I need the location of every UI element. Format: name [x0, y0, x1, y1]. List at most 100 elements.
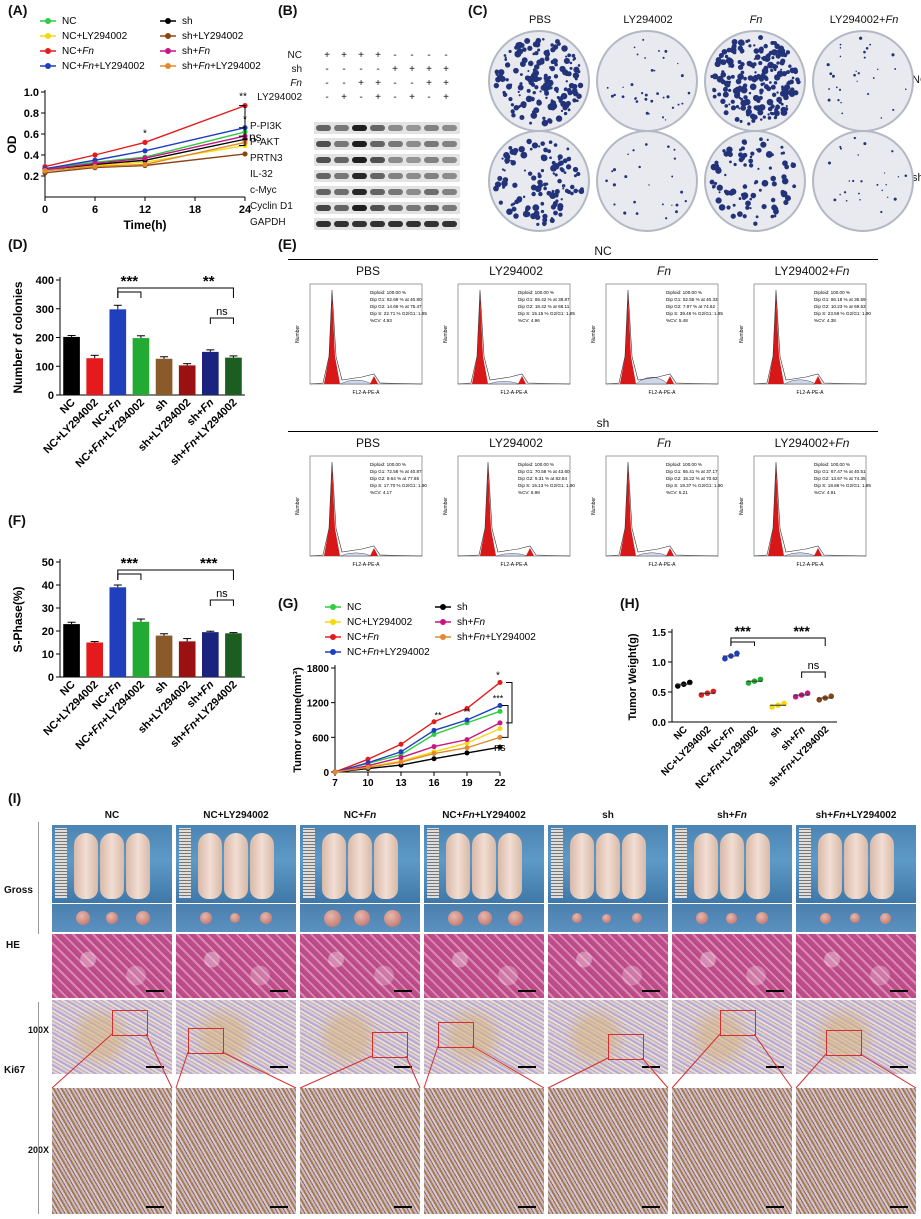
colony [755, 105, 762, 112]
colony [550, 43, 554, 47]
flow-histogram: FL2-A-PE-A Number Diploid: 100.00 % Dip G1:… [443, 283, 575, 396]
colony [743, 163, 747, 167]
colony [627, 153, 629, 156]
colony [780, 109, 788, 116]
axis-label-x: FL2-A-PE-A [353, 390, 381, 396]
colony [553, 74, 559, 79]
colony [555, 90, 559, 93]
colony [534, 51, 539, 56]
blot-sign: + [375, 50, 381, 61]
colony [578, 188, 585, 195]
gross-photo [796, 825, 916, 903]
colony [508, 49, 512, 54]
annotation: *** [735, 623, 752, 639]
colony [645, 143, 648, 146]
colony [527, 60, 534, 67]
fit-curve [309, 289, 423, 385]
colony [739, 119, 743, 123]
blot-sign: + [426, 64, 432, 75]
series-line [44, 135, 246, 171]
colony [633, 200, 636, 204]
colony [512, 160, 516, 164]
flow-stat-line: Dip S: 39.46 % G2/G1: 1.85 [666, 311, 723, 316]
colony [781, 174, 787, 180]
colony [749, 206, 752, 210]
colony [770, 84, 776, 90]
data-point [431, 751, 437, 757]
colony [722, 91, 729, 98]
flow-stat-line: Dip G1: 66.18 % at 36.59 [814, 297, 866, 302]
tumor [76, 911, 90, 925]
annotation: *** [793, 623, 810, 639]
colony [716, 184, 723, 191]
flow-stat-line: Dip S: 15.15 % G2/G1: 1.85 [518, 311, 575, 316]
panel-label-c: (C) [468, 2, 488, 18]
colony [532, 69, 540, 77]
colony [730, 99, 735, 104]
g1-peak [768, 292, 784, 384]
colony [785, 50, 791, 55]
g2-peak [370, 548, 378, 556]
data-point [431, 727, 437, 733]
colony [606, 86, 609, 89]
ki67-200x-section [300, 1088, 420, 1214]
colony [511, 110, 514, 114]
blot-sign: + [392, 64, 398, 75]
data-point [464, 737, 470, 743]
colony [770, 52, 773, 55]
data-point [497, 679, 503, 685]
colony [666, 95, 670, 99]
colony [727, 151, 733, 158]
colony [737, 73, 744, 80]
colony [771, 92, 777, 97]
blot-band [424, 189, 439, 195]
gross-photo [672, 825, 792, 903]
colony [512, 182, 518, 188]
colony [761, 179, 769, 187]
colony [778, 100, 782, 104]
blot-band [424, 173, 439, 179]
colony [785, 104, 788, 108]
colony [554, 192, 559, 197]
blot-band [424, 125, 439, 131]
western-blot: NC + + + + - - - - sh - - - - + + + + Fn - - + + - - + + LY294002 - +… [250, 50, 465, 230]
colony-dots [826, 36, 907, 119]
colony-plate [488, 130, 590, 232]
colony [759, 91, 763, 95]
colony [725, 82, 731, 88]
blot-condition-label: Fn [290, 78, 302, 89]
flow-histogram: FL2-A-PE-A Number Diploid: 100.00 % Dip G1:… [591, 455, 723, 568]
y-tick-label: 400 [36, 275, 54, 287]
colony [569, 66, 573, 70]
colony [773, 214, 777, 218]
colony [754, 54, 761, 60]
x-tick-label: 6 [92, 204, 98, 216]
bar [225, 633, 242, 677]
colony-dots [827, 136, 908, 214]
colony [853, 73, 856, 77]
colony [532, 204, 540, 211]
axis-label-x: FL2-A-PE-A [501, 562, 529, 568]
colony [517, 84, 524, 91]
flow-stat-line: Dip G1: 65.42 % at 38.87 [518, 297, 570, 302]
panel-label-i: (I) [8, 790, 22, 806]
colony [761, 204, 767, 210]
colony [771, 56, 775, 60]
colony [865, 46, 869, 50]
colony [501, 168, 505, 171]
colony [728, 88, 732, 93]
y-tick-label: 10 [42, 649, 54, 661]
colony-plate [812, 30, 914, 132]
colony [826, 63, 830, 67]
colony [648, 184, 650, 186]
colony-plate [704, 30, 806, 132]
colony-plate [596, 30, 698, 132]
g2-peak [666, 376, 674, 384]
colony [664, 49, 668, 53]
legend-marker [165, 18, 171, 24]
series-line [44, 131, 246, 170]
blot-sign: + [443, 92, 449, 103]
colony [611, 170, 614, 173]
y-tick-label: 0.0 [652, 718, 666, 729]
blot-band [316, 157, 331, 163]
